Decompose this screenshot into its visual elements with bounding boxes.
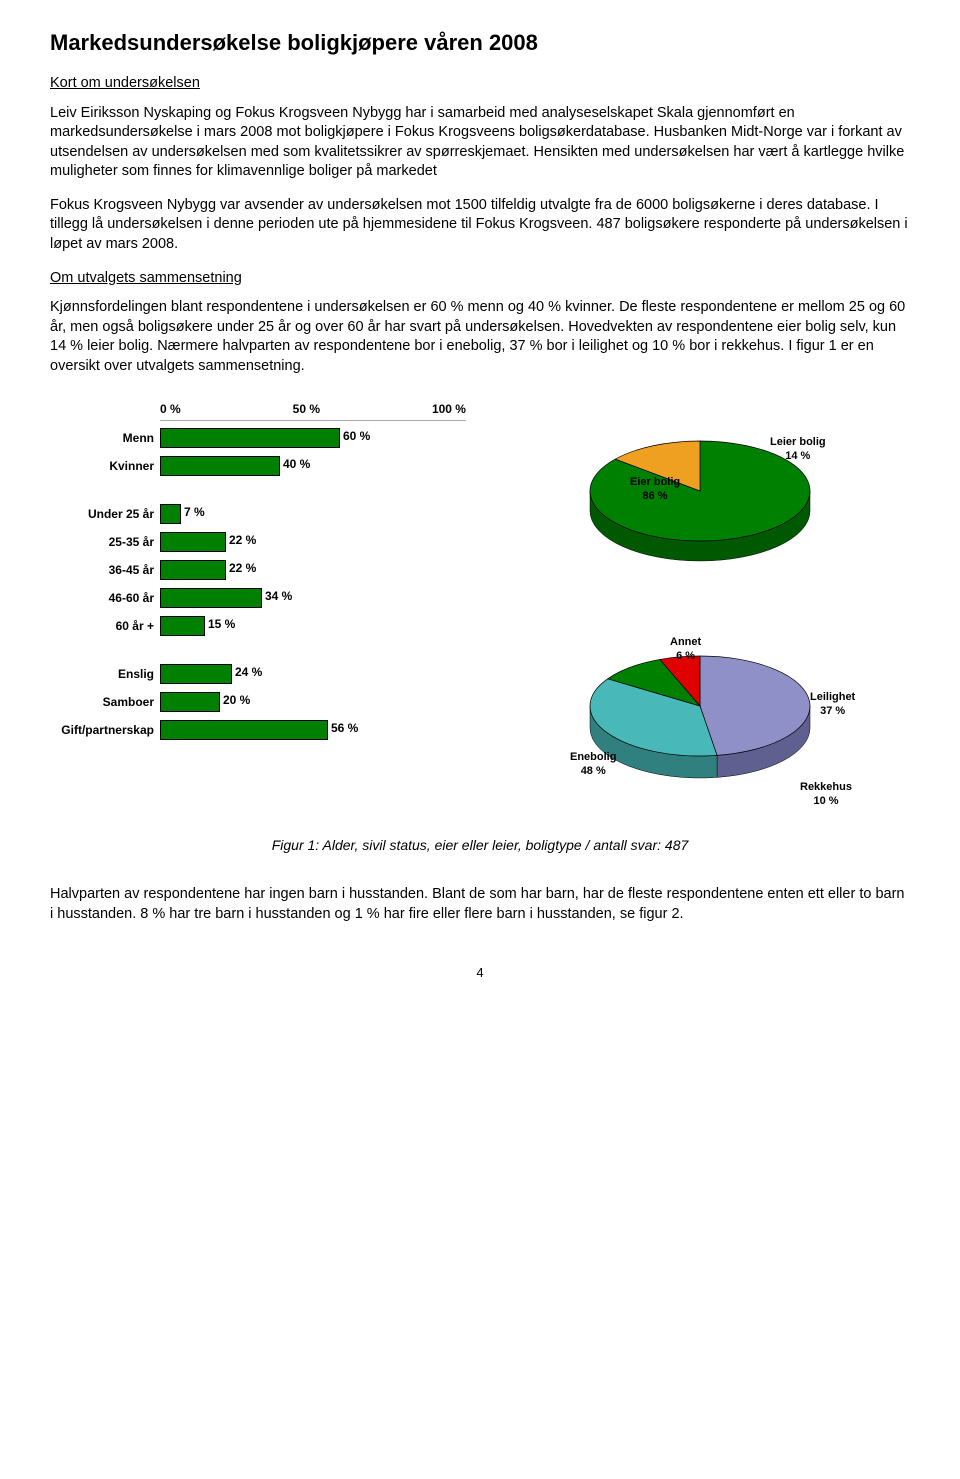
bar-value: 34 % xyxy=(265,589,292,603)
bar-value: 7 % xyxy=(184,505,205,519)
bar-fill: 22 % xyxy=(160,560,226,580)
bar-axis-labels: 0 % 50 % 100 % xyxy=(160,402,470,416)
bar-row: 36-45 år22 % xyxy=(160,558,470,582)
bar-row: Kvinner40 % xyxy=(160,454,470,478)
bar-value: 24 % xyxy=(235,665,262,679)
bar-row: Gift/partnerskap56 % xyxy=(160,718,470,742)
pie1-label-leier: Leier bolig14 % xyxy=(770,436,826,462)
page-number: 4 xyxy=(50,964,910,982)
pie-chart-boligtype: Annet6 % Leilighet37 % Enebolig48 % Rekk… xyxy=(490,636,910,816)
bar-value: 15 % xyxy=(208,617,235,631)
bar-row: Samboer20 % xyxy=(160,690,470,714)
bar-fill: 34 % xyxy=(160,588,262,608)
paragraph-4: Halvparten av respondentene har ingen ba… xyxy=(50,885,910,924)
bar-fill: 60 % xyxy=(160,428,340,448)
section-heading-1: Kort om undersøkelsen xyxy=(50,74,910,94)
bar-fill: 24 % xyxy=(160,664,232,684)
bar-label: Menn xyxy=(50,431,154,445)
bar-value: 56 % xyxy=(331,721,358,735)
axis-tick: 100 % xyxy=(432,402,466,416)
bar-label: Kvinner xyxy=(50,459,154,473)
bar-label: 60 år + xyxy=(50,619,154,633)
bar-fill: 7 % xyxy=(160,504,181,524)
bar-chart: 0 % 50 % 100 % Menn60 %Kvinner40 %Under … xyxy=(50,396,470,816)
bar-row: 60 år +15 % xyxy=(160,614,470,638)
paragraph-1: Leiv Eiriksson Nyskaping og Fokus Krogsv… xyxy=(50,104,910,182)
pie-chart-ownership: Eier bolig86 % Leier bolig14 % xyxy=(490,426,910,606)
paragraph-3: Kjønnsfordelingen blant respondentene i … xyxy=(50,298,910,376)
pie2-label-rekkehus: Rekkehus10 % xyxy=(800,781,852,807)
bar-value: 60 % xyxy=(343,429,370,443)
bar-fill: 22 % xyxy=(160,532,226,552)
axis-tick: 50 % xyxy=(293,402,320,416)
bar-row: 46-60 år34 % xyxy=(160,586,470,610)
section-heading-2: Om utvalgets sammensetning xyxy=(50,269,910,289)
page-title: Markedsundersøkelse boligkjøpere våren 2… xyxy=(50,30,910,56)
bar-row: Enslig24 % xyxy=(160,662,470,686)
bar-label: 46-60 år xyxy=(50,591,154,605)
bar-label: 36-45 år xyxy=(50,563,154,577)
pie1-label-eier: Eier bolig86 % xyxy=(630,476,680,502)
axis-tick: 0 % xyxy=(160,402,181,416)
bar-label: Samboer xyxy=(50,695,154,709)
bar-fill: 40 % xyxy=(160,456,280,476)
bar-fill: 15 % xyxy=(160,616,205,636)
pie2-label-leilighet: Leilighet37 % xyxy=(810,691,855,717)
bar-label: Enslig xyxy=(50,667,154,681)
pies-column: Eier bolig86 % Leier bolig14 % Annet6 % … xyxy=(490,396,910,816)
charts-row: 0 % 50 % 100 % Menn60 %Kvinner40 %Under … xyxy=(50,396,910,816)
pie2-label-enebolig: Enebolig48 % xyxy=(570,751,616,777)
bar-label: 25-35 år xyxy=(50,535,154,549)
bar-row: Under 25 år7 % xyxy=(160,502,470,526)
paragraph-2: Fokus Krogsveen Nybygg var avsender av u… xyxy=(50,196,910,255)
bar-label: Gift/partnerskap xyxy=(50,723,154,737)
bar-axis-top-line xyxy=(160,420,466,421)
bar-row: Menn60 % xyxy=(160,426,470,450)
bar-value: 22 % xyxy=(229,533,256,547)
bar-value: 22 % xyxy=(229,561,256,575)
pie2-label-annet: Annet6 % xyxy=(670,636,701,662)
bar-row: 25-35 år22 % xyxy=(160,530,470,554)
bar-label: Under 25 år xyxy=(50,507,154,521)
bar-fill: 56 % xyxy=(160,720,328,740)
bar-value: 40 % xyxy=(283,457,310,471)
bar-value: 20 % xyxy=(223,693,250,707)
bar-fill: 20 % xyxy=(160,692,220,712)
figure-caption: Figur 1: Alder, sivil status, eier eller… xyxy=(50,836,910,855)
